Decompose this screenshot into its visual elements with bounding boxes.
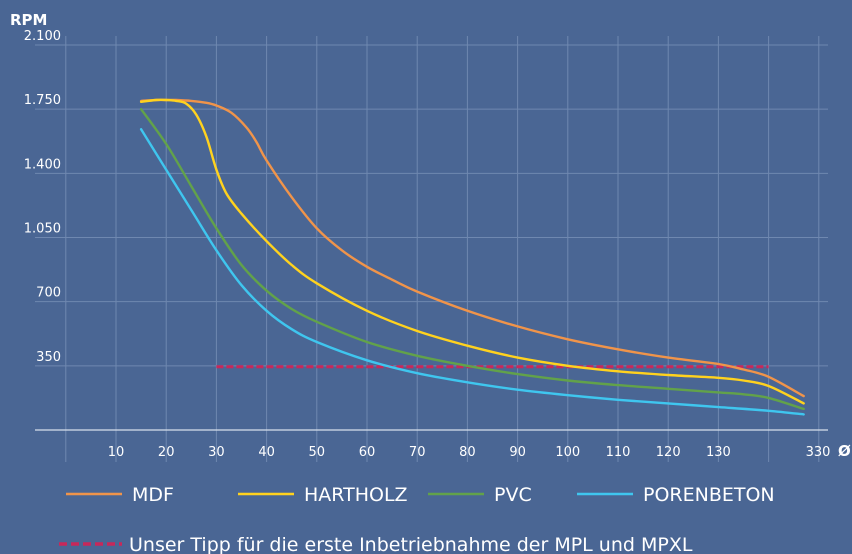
y-tick-label: 1.400	[24, 157, 61, 172]
legend-label-hartholz: HARTHOLZ	[304, 484, 408, 506]
y-tick-label: 2.100	[24, 29, 61, 44]
series-line-hartholz	[139, 98, 805, 405]
reference-line-legend-label: Unser Tipp für die erste Inbetriebnahme …	[129, 534, 693, 554]
grid	[35, 36, 828, 462]
reference-line-legend: Unser Tipp für die erste Inbetriebnahme …	[59, 534, 693, 554]
y-tick-label: 1.750	[24, 93, 61, 108]
x-tick-label: 70	[409, 445, 426, 460]
series-group	[139, 98, 805, 416]
series-line-mdf	[139, 98, 805, 398]
x-tick-label: 100	[555, 445, 580, 460]
series-line-pvc	[139, 108, 805, 411]
legend-label-porenbeton: PORENBETON	[643, 484, 775, 506]
x-tick-label: 110	[606, 445, 631, 460]
legend: MDF HARTHOLZ PVC PORENBETON	[66, 484, 775, 506]
x-tick-label: 130	[706, 445, 731, 460]
y-tick-label: 700	[36, 286, 61, 301]
x-tick-label: 60	[359, 445, 376, 460]
legend-label-pvc: PVC	[494, 484, 532, 506]
legend-label-mdf: MDF	[132, 484, 174, 506]
x-tick-label: 80	[459, 445, 476, 460]
x-tick-label: 120	[656, 445, 681, 460]
x-tick-label: 330	[806, 445, 831, 460]
y-tick-labels: 350 700 1.050 1.400 1.750 2.100	[24, 29, 61, 365]
x-tick-labels: 10 20 30 40 50 60 70 80 90 100 110 120 130 330	[108, 445, 831, 460]
x-tick-label: 50	[309, 445, 326, 460]
x-tick-label: 20	[158, 445, 175, 460]
x-tick-label: 40	[258, 445, 275, 460]
y-axis-title: RPM	[10, 11, 47, 29]
x-axis-title: Ø	[838, 442, 851, 460]
y-tick-label: 350	[36, 350, 61, 365]
y-tick-label: 1.050	[24, 222, 61, 237]
x-tick-label: 30	[208, 445, 225, 460]
series-line-porenbeton	[139, 128, 805, 416]
x-tick-label: 90	[509, 445, 526, 460]
x-tick-label: 10	[108, 445, 125, 460]
